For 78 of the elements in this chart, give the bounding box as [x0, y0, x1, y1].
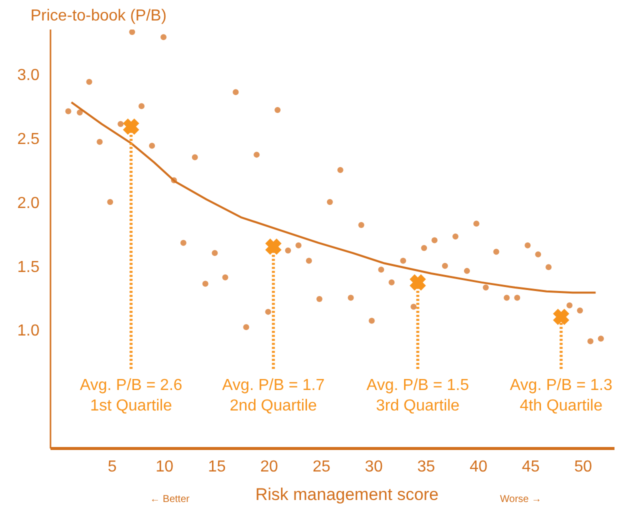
point [76, 110, 83, 116]
point [598, 336, 604, 342]
point [442, 262, 448, 269]
point [149, 142, 155, 149]
x-tick-label: 15 [208, 458, 226, 476]
point [274, 106, 281, 113]
point [306, 258, 312, 264]
point [400, 258, 406, 264]
point [576, 308, 583, 314]
point [202, 280, 208, 287]
point [107, 198, 114, 205]
x-tick-label: 35 [417, 458, 436, 476]
point [180, 240, 186, 246]
y-axis-title: Price-to-book (P/B) [30, 8, 167, 24]
y-tick-label: 1.5 [17, 258, 40, 276]
x-tick-label: 50 [574, 458, 592, 476]
point [265, 308, 272, 315]
point [86, 78, 92, 85]
point [254, 152, 260, 158]
point [222, 274, 228, 280]
point [410, 304, 417, 310]
point [452, 233, 458, 240]
point [535, 251, 542, 258]
point [316, 296, 322, 302]
point [464, 268, 470, 274]
point [122, 117, 140, 136]
point [524, 242, 531, 248]
x-tick-label: 20 [260, 458, 278, 476]
annotation: Avg. P/B = 1.5 3rd Quartile [366, 376, 470, 414]
annotation: Avg. P/B = 1.7 2nd Quartile [222, 376, 325, 414]
text: ← Better [150, 493, 190, 505]
point [358, 222, 364, 228]
point [118, 121, 124, 128]
point [473, 220, 480, 227]
point [421, 244, 428, 251]
point [129, 30, 136, 36]
point [546, 264, 552, 270]
y-tick-label: 1.0 [17, 322, 40, 340]
point [96, 138, 103, 145]
point [378, 266, 384, 273]
point [348, 294, 354, 301]
point [326, 198, 333, 205]
point [138, 103, 145, 110]
annotation: Avg. P/B = 1.3 4th Quartile [510, 376, 612, 414]
point [232, 89, 239, 96]
point [212, 250, 218, 256]
point [192, 154, 198, 160]
point [514, 294, 520, 301]
x-tick-label: 45 [522, 458, 540, 476]
point [504, 294, 510, 301]
point [482, 284, 489, 291]
point [566, 302, 573, 308]
x-tick-label: 5 [108, 458, 117, 476]
point [368, 318, 375, 324]
point [243, 324, 250, 330]
point [432, 237, 438, 244]
y-tick-label: 3.0 [17, 67, 40, 84]
point [388, 279, 395, 286]
point [295, 242, 302, 248]
point [587, 338, 594, 344]
point [160, 34, 167, 40]
x-tick-label: 30 [364, 458, 383, 476]
y-tick-label: 2.0 [17, 194, 40, 212]
point [552, 308, 570, 326]
point [493, 248, 500, 255]
point [65, 108, 72, 114]
text: Worse → [500, 493, 542, 505]
point [337, 167, 344, 174]
x-axis-title: Risk management score [255, 485, 439, 504]
x-tick-label: 10 [156, 458, 174, 476]
point [285, 248, 292, 254]
x-tick-label: 25 [312, 458, 331, 476]
point [264, 238, 283, 256]
annotation: Avg. P/B = 2.6 1st Quartile [80, 376, 182, 414]
point [408, 273, 427, 292]
y-tick-label: 2.5 [17, 131, 40, 148]
line-series [70, 101, 597, 294]
x-tick-label: 40 [470, 458, 488, 476]
